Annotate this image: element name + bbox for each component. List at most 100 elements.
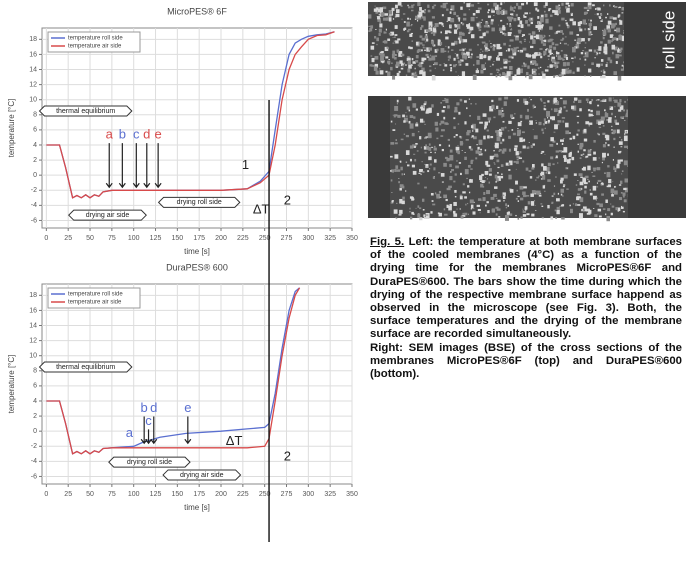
image-speck <box>517 5 522 10</box>
image-speck <box>391 169 395 173</box>
image-speck <box>496 57 501 61</box>
image-speck <box>433 176 435 177</box>
image-speck <box>547 100 550 103</box>
image-speck <box>609 4 611 7</box>
image-speck <box>582 177 587 183</box>
image-speck <box>454 173 457 176</box>
image-speck <box>577 188 580 191</box>
image-speck <box>423 103 427 106</box>
image-speck <box>549 26 553 30</box>
image-speck <box>408 64 412 69</box>
image-speck <box>411 164 415 168</box>
image-speck <box>504 73 507 77</box>
image-speck <box>409 196 414 199</box>
image-speck <box>519 185 524 190</box>
image-speck <box>513 35 516 37</box>
image-speck <box>420 106 424 109</box>
image-speck <box>522 214 527 217</box>
image-speck <box>530 45 534 49</box>
image-speck <box>559 97 563 100</box>
image-speck <box>535 179 537 181</box>
image-speck <box>501 107 504 110</box>
image-speck <box>547 162 551 167</box>
image-speck <box>388 10 393 15</box>
image-speck <box>499 148 502 152</box>
image-speck <box>453 180 456 183</box>
image-speck <box>566 188 569 190</box>
image-speck <box>584 51 589 58</box>
image-speck <box>515 214 517 217</box>
image-speck <box>603 28 606 30</box>
image-speck <box>417 48 421 52</box>
annotation-arrow <box>145 429 153 445</box>
image-speck <box>480 148 483 151</box>
image-speck <box>477 7 482 10</box>
image-speck <box>458 39 461 42</box>
image-speck <box>399 60 403 64</box>
image-speck <box>578 213 583 219</box>
x-tick-label: 325 <box>324 491 336 498</box>
image-speck <box>596 167 601 171</box>
image-speck <box>432 75 436 81</box>
image-speck <box>546 48 548 50</box>
image-speck <box>602 72 605 74</box>
image-speck <box>569 18 574 22</box>
image-speck <box>576 42 579 44</box>
image-speck <box>429 69 432 72</box>
image-speck <box>437 39 441 43</box>
image-speck <box>529 120 533 125</box>
image-speck <box>535 210 537 211</box>
image-speck <box>606 185 609 188</box>
x-tick-label: 175 <box>193 235 205 242</box>
image-speck <box>509 65 513 70</box>
image-speck <box>409 211 411 213</box>
image-speck <box>482 50 484 53</box>
image-speck <box>434 23 439 27</box>
image-speck <box>563 155 567 158</box>
image-speck <box>495 206 499 209</box>
image-speck <box>425 163 429 168</box>
image-speck <box>513 10 515 12</box>
image-speck <box>569 204 571 207</box>
image-speck <box>547 66 549 68</box>
image-speck <box>454 106 458 111</box>
annotation-box <box>108 456 191 468</box>
x-tick-label: 325 <box>324 235 336 242</box>
image-speck <box>386 46 388 48</box>
image-speck <box>598 66 600 68</box>
image-speck <box>458 111 461 115</box>
image-speck <box>607 57 611 61</box>
image-speck <box>390 66 393 71</box>
image-speck <box>556 30 561 33</box>
image-speck <box>469 179 473 183</box>
image-speck <box>414 67 416 70</box>
image-speck <box>489 72 493 76</box>
image-speck <box>409 158 412 162</box>
image-speck <box>528 170 532 172</box>
image-speck <box>522 160 525 163</box>
image-speck <box>426 214 429 216</box>
image-speck <box>556 206 560 210</box>
image-speck <box>499 11 504 15</box>
image-speck <box>415 16 418 19</box>
image-speck <box>590 149 592 151</box>
image-speck <box>562 59 565 61</box>
image-speck <box>466 202 469 205</box>
image-speck <box>588 39 590 42</box>
image-speck <box>407 6 411 9</box>
image-speck <box>472 12 476 16</box>
image-speck <box>536 9 540 12</box>
annotation-arrow <box>143 143 151 189</box>
image-speck <box>551 195 554 197</box>
image-speck <box>453 136 456 138</box>
image-speck <box>448 185 452 189</box>
image-speck <box>603 72 605 75</box>
image-speck <box>542 166 547 171</box>
image-speck <box>470 56 473 59</box>
image-speck <box>540 40 544 44</box>
image-speck <box>502 9 505 10</box>
image-speck <box>505 203 508 207</box>
image-speck <box>462 54 465 59</box>
image-speck <box>476 59 480 65</box>
image-speck <box>439 41 443 45</box>
